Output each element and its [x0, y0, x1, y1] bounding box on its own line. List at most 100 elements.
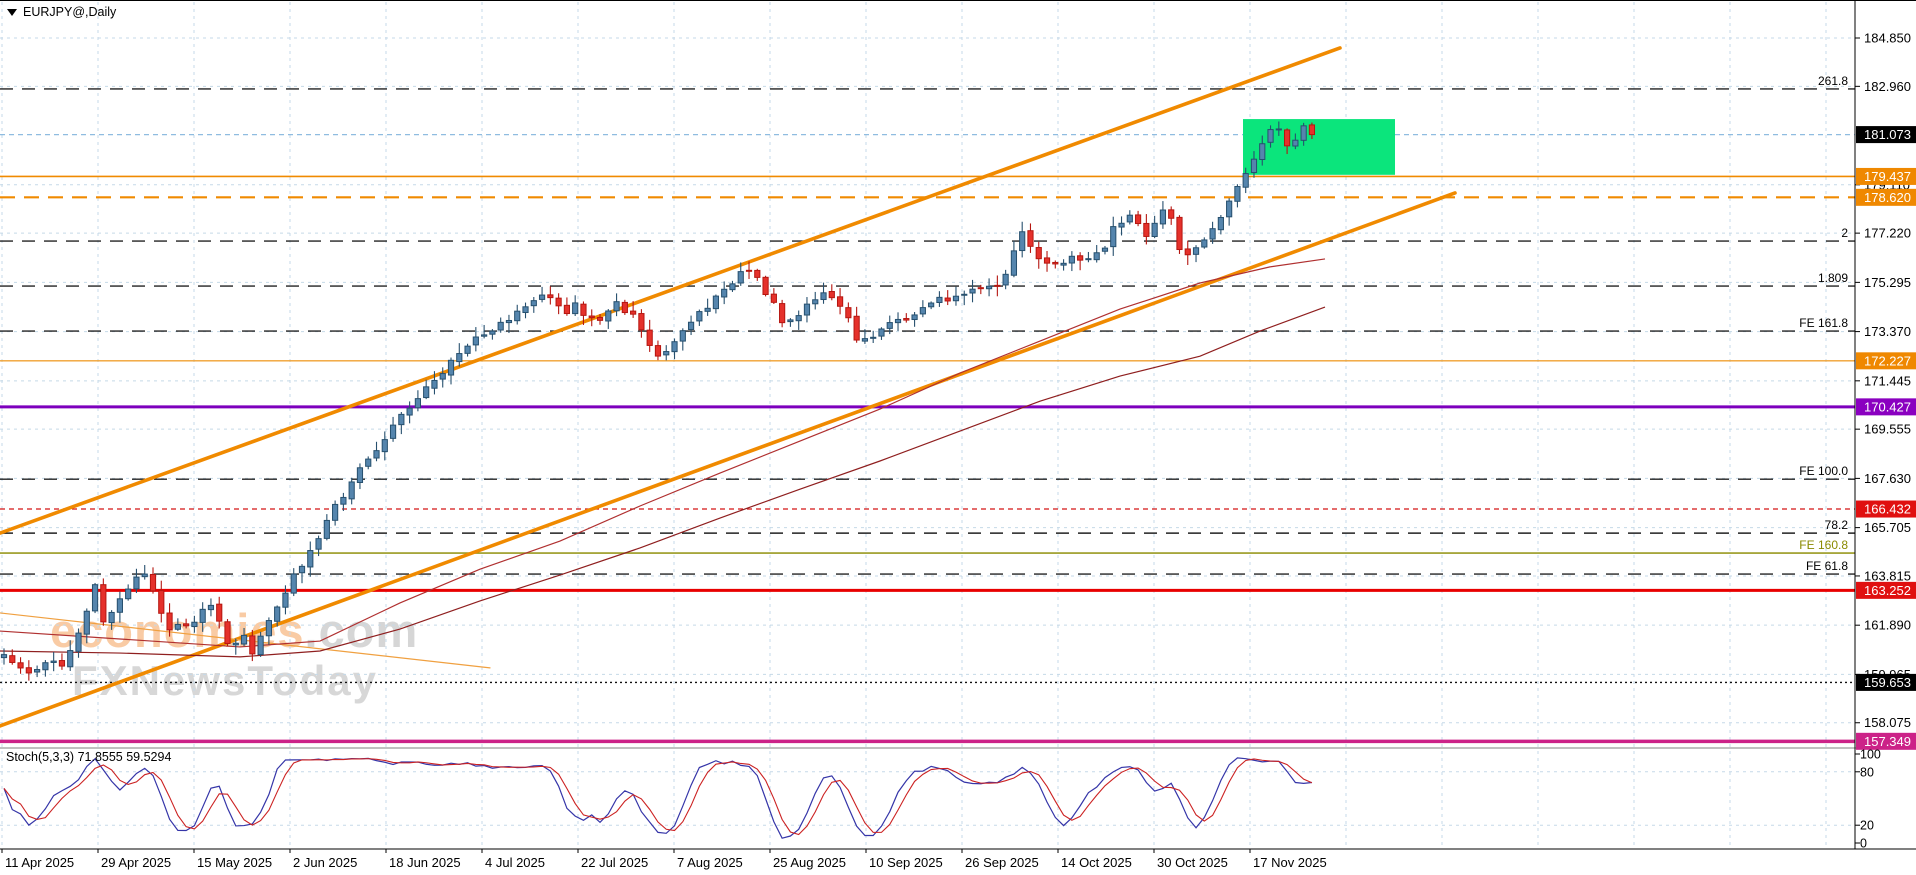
candle-body [1010, 250, 1018, 276]
candle-body [836, 296, 844, 307]
level-label: 1.809 [1818, 271, 1848, 285]
candle-body [514, 310, 521, 322]
candle-body [1226, 200, 1233, 218]
candle-body [613, 301, 620, 312]
price-tick-label: 184.850 [1864, 31, 1911, 46]
candle-body [1093, 252, 1100, 261]
symbol-dropdown-icon[interactable] [7, 8, 17, 16]
date-label: 18 Jun 2025 [389, 855, 461, 870]
channel-upper[interactable] [0, 46, 1342, 535]
price-badge [1856, 126, 1916, 144]
date-label: 29 Apr 2025 [101, 855, 171, 870]
candle-body [1275, 128, 1282, 131]
candle-body [249, 635, 256, 655]
candle-body [1201, 239, 1208, 248]
candle-body [1192, 247, 1200, 255]
candle-body [1118, 222, 1125, 228]
candle-body [17, 662, 24, 669]
watermark-com: .com [304, 604, 419, 657]
candle-body [737, 271, 744, 284]
candle-body [232, 642, 239, 646]
candle-body [447, 359, 455, 376]
level-label: 2 [1841, 226, 1848, 240]
candle-body [754, 269, 761, 278]
candle-body [505, 319, 513, 324]
candle-body [100, 584, 107, 623]
price-badge-label: 179.437 [1864, 169, 1911, 184]
price-badge-label: 163.252 [1864, 583, 1911, 598]
price-tick-label: 167.630 [1864, 471, 1911, 486]
candle-body [580, 303, 587, 316]
date-label: 17 Nov 2025 [1253, 855, 1327, 870]
candle-body [961, 293, 968, 296]
candle-body [745, 269, 753, 272]
candle-body [1060, 262, 1067, 266]
date-label: 26 Sep 2025 [965, 855, 1039, 870]
price-badge [1856, 188, 1916, 206]
candle-body [298, 565, 306, 574]
candle-body [389, 424, 397, 439]
candle-body [646, 329, 653, 346]
candle-body [985, 285, 993, 290]
candle-body [472, 336, 479, 346]
candle-body [489, 330, 496, 335]
candle-body [265, 620, 272, 637]
candle-body [1184, 248, 1191, 256]
price-tick-label: 171.445 [1864, 373, 1911, 388]
candle-body [365, 458, 372, 467]
candle-body [1043, 257, 1051, 264]
candle-body [1134, 214, 1142, 225]
candle-body [795, 315, 802, 322]
candle-body [67, 650, 74, 668]
candle-body [423, 386, 430, 399]
candle-body [1209, 228, 1216, 240]
highlight-box[interactable] [1243, 119, 1395, 175]
candle-body [903, 318, 910, 321]
candle-body [630, 310, 637, 315]
price-tick-label: 175.295 [1864, 275, 1911, 290]
candle-body [224, 621, 231, 644]
candle-body [853, 315, 860, 341]
candle-body [481, 334, 488, 337]
price-badge-label: 172.227 [1864, 353, 1911, 368]
candle-body [207, 604, 215, 611]
candle-body [555, 297, 562, 307]
candle-body [240, 634, 248, 645]
date-label: 30 Oct 2025 [1157, 855, 1228, 870]
candle-body [1300, 125, 1307, 141]
candle-body [729, 283, 736, 291]
candle-body [1267, 129, 1274, 143]
symbol-title: EURJPY@,Daily [23, 5, 117, 19]
candle-body [75, 632, 82, 652]
candle-body [158, 590, 165, 614]
candle-body [257, 635, 264, 656]
stoch-scale-label: 80 [1860, 765, 1874, 779]
candle-body [274, 606, 281, 622]
candle-body [373, 450, 380, 459]
level-label: FE 160.8 [1799, 538, 1848, 552]
candle-body [406, 407, 413, 416]
candle-body [1292, 139, 1299, 147]
candle-body [315, 538, 322, 550]
candle-body [1151, 222, 1158, 237]
price-tick-label: 177.220 [1864, 226, 1911, 241]
date-label: 22 Jul 2025 [581, 855, 648, 870]
candle-body [340, 496, 347, 505]
price-badge [1856, 398, 1916, 416]
candle-body [1242, 173, 1249, 188]
candle-body [779, 303, 786, 324]
candle-body [596, 317, 604, 321]
candle-body [332, 503, 339, 521]
candle-body [894, 318, 902, 324]
candle-body [1259, 143, 1266, 160]
candle-body [977, 287, 984, 290]
candle-body [216, 603, 223, 622]
candle-body [530, 300, 537, 307]
date-label: 25 Aug 2025 [773, 855, 846, 870]
candle-body [42, 662, 49, 671]
candle-body [25, 667, 32, 674]
price-badge [1856, 500, 1916, 518]
candle-body [687, 321, 695, 330]
